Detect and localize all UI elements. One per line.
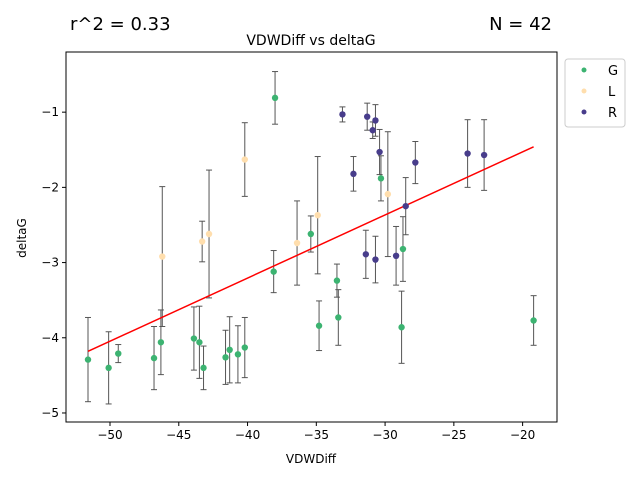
x-axis-ticks: −50 −45 −40 −35 −30 −25 −20	[97, 422, 535, 442]
data-point-l	[198, 238, 206, 245]
y-tick-label: −5	[41, 406, 59, 420]
data-point-l	[314, 211, 321, 219]
data-point-g	[271, 94, 279, 102]
y-tick-label: −3	[41, 256, 59, 270]
y-tick-label: −1	[41, 105, 59, 119]
x-tick-label: −45	[166, 428, 191, 442]
data-point-g	[200, 364, 207, 372]
data-point-g	[157, 339, 165, 346]
data-point-r	[362, 251, 370, 258]
data-point-g	[84, 356, 92, 363]
data-point-g	[315, 322, 323, 329]
data-point-g	[333, 277, 341, 284]
y-tick-label: −4	[41, 331, 59, 345]
y-axis-ticks: −5 −4 −3 −2 −1	[41, 105, 66, 420]
x-tick-label: −50	[97, 428, 122, 442]
data-point-r	[392, 252, 400, 260]
legend-marker-g	[581, 67, 587, 73]
data-point-g	[377, 175, 385, 182]
data-point-r	[339, 111, 346, 118]
data-point-l	[159, 253, 166, 260]
x-tick-label: −35	[304, 428, 329, 442]
data-point-g	[398, 324, 405, 331]
data-point-r	[464, 150, 471, 157]
data-point-g	[399, 245, 407, 253]
data-point-l	[205, 230, 213, 238]
data-point-r	[350, 170, 357, 178]
data-point-r	[412, 159, 419, 166]
legend-marker-l	[581, 88, 587, 94]
data-point-g	[105, 364, 112, 372]
data-point-g	[150, 354, 158, 362]
data-point-g	[241, 344, 248, 351]
data-point-l	[384, 190, 392, 198]
data-points	[84, 94, 537, 372]
chart-title: VDWDiff vs deltaG	[246, 33, 375, 49]
sample-count-label: N = 42	[489, 14, 552, 35]
data-point-r	[372, 256, 379, 263]
data-point-g	[190, 335, 198, 342]
data-point-r	[372, 117, 379, 124]
y-axis-label: deltaG	[15, 218, 29, 258]
data-point-g	[222, 354, 229, 361]
x-tick-label: −30	[372, 428, 397, 442]
legend-marker-r	[581, 109, 587, 115]
data-point-g	[115, 350, 122, 357]
data-point-g	[196, 339, 203, 346]
data-point-g	[307, 230, 315, 238]
legend-label-l: L	[608, 85, 616, 100]
data-point-g	[335, 314, 342, 321]
x-tick-label: −25	[441, 428, 466, 442]
x-tick-label: −40	[235, 428, 260, 442]
data-point-r	[480, 151, 488, 159]
data-point-r	[376, 148, 383, 156]
data-point-g	[270, 268, 277, 275]
regression-line-group	[87, 146, 534, 352]
data-point-l	[293, 239, 301, 247]
data-point-g	[234, 351, 242, 358]
legend-label-g: G	[608, 64, 618, 79]
data-point-r	[364, 113, 371, 120]
error-bars	[85, 71, 537, 405]
data-point-r	[369, 127, 376, 134]
x-tick-label: −20	[510, 428, 535, 442]
data-point-g	[530, 317, 537, 324]
x-axis-label: VDWDiff	[286, 452, 337, 466]
regression-line	[87, 146, 534, 352]
data-point-g	[226, 346, 233, 354]
legend-label-r: R	[608, 106, 617, 121]
data-point-l	[241, 156, 248, 163]
legend: G L R	[564, 58, 626, 128]
plot-frame	[65, 51, 558, 423]
data-point-r	[402, 202, 409, 210]
r-squared-label: r^2 = 0.33	[70, 14, 171, 35]
legend-box	[564, 58, 626, 128]
y-tick-label: −2	[41, 180, 59, 194]
